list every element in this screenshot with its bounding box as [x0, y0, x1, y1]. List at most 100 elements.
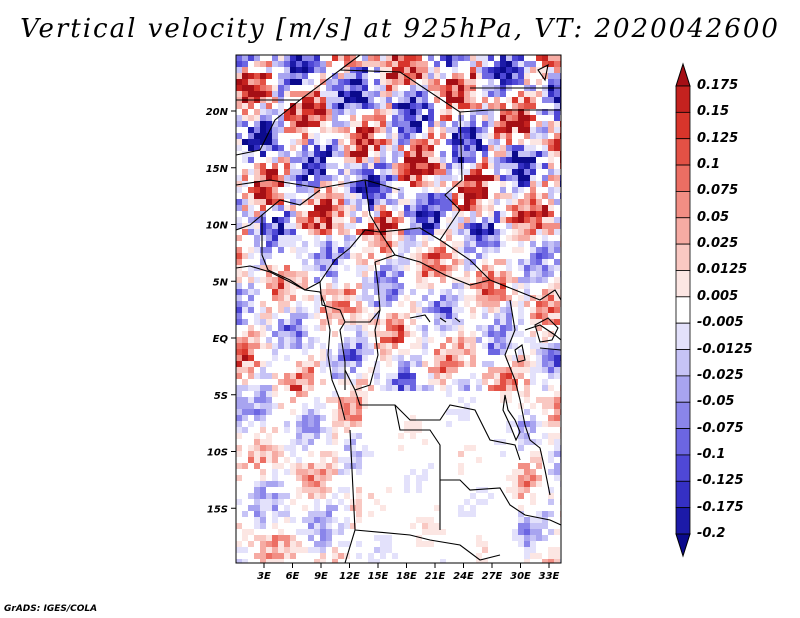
field-cell: [470, 247, 476, 253]
field-cell: [344, 223, 350, 229]
field-cell: [314, 505, 320, 511]
field-cell: [446, 361, 452, 367]
field-cell: [356, 337, 362, 343]
field-cell: [380, 265, 386, 271]
field-cell: [254, 397, 260, 403]
field-cell: [500, 439, 506, 445]
field-cell: [362, 397, 368, 403]
field-cell: [368, 367, 374, 373]
field-cell: [554, 91, 560, 97]
field-cell: [536, 481, 542, 487]
field-cell: [296, 475, 302, 481]
field-cell: [488, 367, 494, 373]
field-cell: [242, 67, 248, 73]
field-cell: [254, 121, 260, 127]
field-cell: [236, 397, 242, 403]
field-cell: [410, 343, 416, 349]
field-cell: [500, 79, 506, 85]
field-cell: [272, 385, 278, 391]
field-cell: [248, 265, 254, 271]
field-cell: [392, 175, 398, 181]
field-cell: [416, 199, 422, 205]
field-cell: [476, 139, 482, 145]
field-cell: [548, 511, 554, 517]
field-cell: [554, 97, 560, 103]
field-cell: [296, 415, 302, 421]
field-cell: [374, 55, 380, 61]
field-cell: [380, 91, 386, 97]
field-cell: [512, 247, 518, 253]
colorbar-label: -0.005: [697, 315, 744, 331]
field-cell: [476, 457, 482, 463]
field-cell: [386, 61, 392, 67]
field-cell: [446, 391, 452, 397]
field-cell: [488, 247, 494, 253]
field-cell: [356, 421, 362, 427]
field-cell: [302, 313, 308, 319]
field-cell: [236, 343, 242, 349]
field-cell: [416, 487, 422, 493]
field-cell: [512, 175, 518, 181]
field-cell: [260, 553, 266, 559]
field-cell: [470, 349, 476, 355]
field-cell: [464, 301, 470, 307]
field-cell: [398, 331, 404, 337]
field-cell: [320, 211, 326, 217]
field-cell: [452, 91, 458, 97]
field-cell: [494, 151, 500, 157]
field-cell: [362, 127, 368, 133]
field-cell: [452, 163, 458, 169]
field-cell: [320, 511, 326, 517]
field-cell: [290, 91, 296, 97]
field-cell: [314, 295, 320, 301]
field-cell: [476, 541, 482, 547]
field-cell: [428, 163, 434, 169]
field-cell: [332, 55, 338, 61]
field-cell: [284, 73, 290, 79]
field-cell: [296, 457, 302, 463]
field-cell: [290, 547, 296, 553]
field-cell: [260, 199, 266, 205]
field-cell: [374, 217, 380, 223]
border-line: [236, 179, 401, 191]
field-cell: [380, 187, 386, 193]
field-cell: [458, 103, 464, 109]
field-cell: [422, 139, 428, 145]
field-cell: [404, 211, 410, 217]
field-cell: [452, 121, 458, 127]
field-cell: [350, 367, 356, 373]
field-cell: [506, 319, 512, 325]
field-cell: [398, 211, 404, 217]
field-cell: [422, 115, 428, 121]
field-cell: [416, 265, 422, 271]
field-cell: [350, 463, 356, 469]
field-cell: [344, 505, 350, 511]
field-cell: [470, 199, 476, 205]
field-cell: [488, 163, 494, 169]
field-cell: [242, 103, 248, 109]
field-cell: [410, 415, 416, 421]
field-cell: [350, 415, 356, 421]
field-cell: [524, 289, 530, 295]
field-cell: [464, 511, 470, 517]
field-cell: [464, 223, 470, 229]
field-cell: [488, 331, 494, 337]
field-cell: [296, 319, 302, 325]
field-cell: [242, 547, 248, 553]
field-cell: [410, 307, 416, 313]
field-cell: [422, 295, 428, 301]
field-cell: [440, 349, 446, 355]
field-cell: [392, 109, 398, 115]
field-cell: [548, 67, 554, 73]
field-cell: [248, 355, 254, 361]
field-cell: [458, 85, 464, 91]
field-cell: [374, 361, 380, 367]
field-cell: [320, 127, 326, 133]
field-cell: [272, 121, 278, 127]
field-cell: [410, 217, 416, 223]
field-cell: [488, 295, 494, 301]
field-cell: [392, 205, 398, 211]
field-cell: [410, 469, 416, 475]
field-cell: [290, 157, 296, 163]
field-cell: [542, 343, 548, 349]
